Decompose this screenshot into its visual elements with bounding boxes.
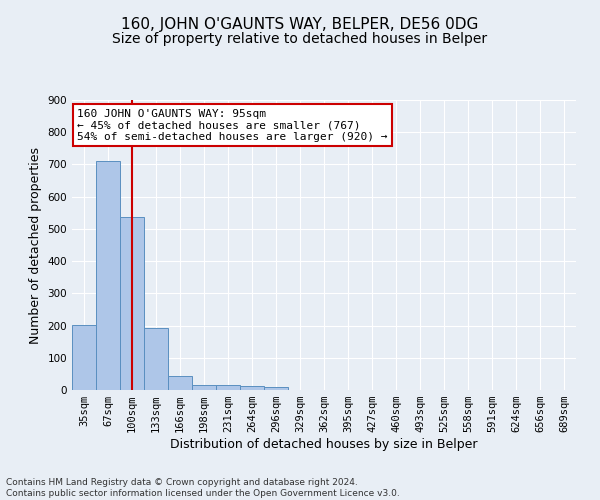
Bar — [264, 387, 288, 390]
Text: 160 JOHN O'GAUNTS WAY: 95sqm
← 45% of detached houses are smaller (767)
54% of s: 160 JOHN O'GAUNTS WAY: 95sqm ← 45% of de… — [77, 108, 388, 142]
Bar — [144, 328, 168, 390]
Bar — [192, 384, 216, 390]
Bar — [120, 217, 144, 390]
Text: Contains HM Land Registry data © Crown copyright and database right 2024.
Contai: Contains HM Land Registry data © Crown c… — [6, 478, 400, 498]
X-axis label: Distribution of detached houses by size in Belper: Distribution of detached houses by size … — [170, 438, 478, 451]
Y-axis label: Number of detached properties: Number of detached properties — [29, 146, 42, 344]
Text: 160, JOHN O'GAUNTS WAY, BELPER, DE56 0DG: 160, JOHN O'GAUNTS WAY, BELPER, DE56 0DG — [121, 18, 479, 32]
Bar — [72, 324, 96, 390]
Text: Size of property relative to detached houses in Belper: Size of property relative to detached ho… — [112, 32, 488, 46]
Bar — [96, 161, 120, 390]
Bar — [240, 386, 264, 390]
Bar — [168, 376, 192, 390]
Bar — [216, 386, 240, 390]
